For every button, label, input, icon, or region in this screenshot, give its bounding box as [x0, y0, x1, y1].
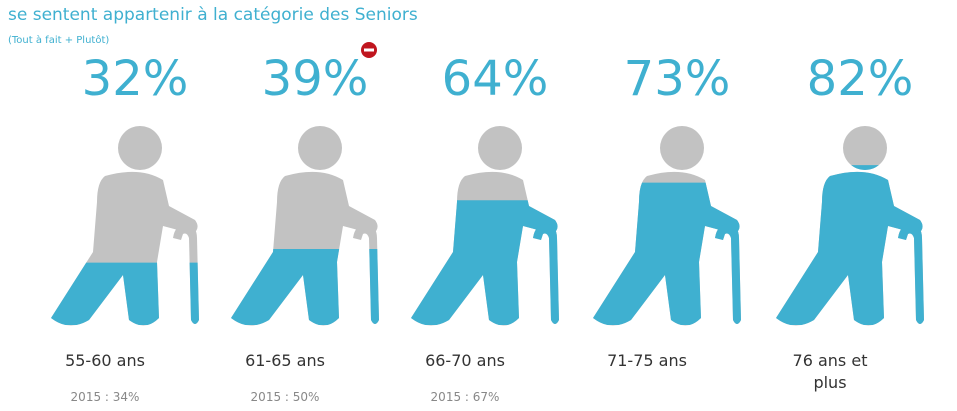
value-label: 73%	[624, 51, 731, 107]
value-label: 82%	[807, 51, 914, 107]
minus-bar	[364, 48, 374, 52]
category-label: 76 ans et plus	[792, 351, 868, 392]
category-label: 66-70 ans	[425, 351, 505, 370]
category-label: 61-65 ans	[245, 351, 325, 370]
value-label: 39%	[262, 51, 369, 107]
value-label: 32%	[82, 51, 189, 107]
category-label: 55-60 ans	[65, 351, 145, 370]
person	[231, 126, 379, 326]
value-label: 64%	[442, 51, 549, 107]
chart-title: se sentent appartenir à la catégorie des…	[8, 5, 418, 25]
person	[51, 126, 199, 326]
person	[411, 126, 559, 326]
person	[776, 126, 924, 326]
category-label: 71-75 ans	[607, 351, 687, 370]
person	[593, 126, 741, 326]
note: 2015 : 50%	[250, 390, 320, 404]
note: 2015 : 34%	[70, 390, 140, 404]
note: 2015 : 67%	[430, 390, 500, 404]
chart-subtitle: (Tout à fait + Plutôt)	[8, 34, 109, 46]
